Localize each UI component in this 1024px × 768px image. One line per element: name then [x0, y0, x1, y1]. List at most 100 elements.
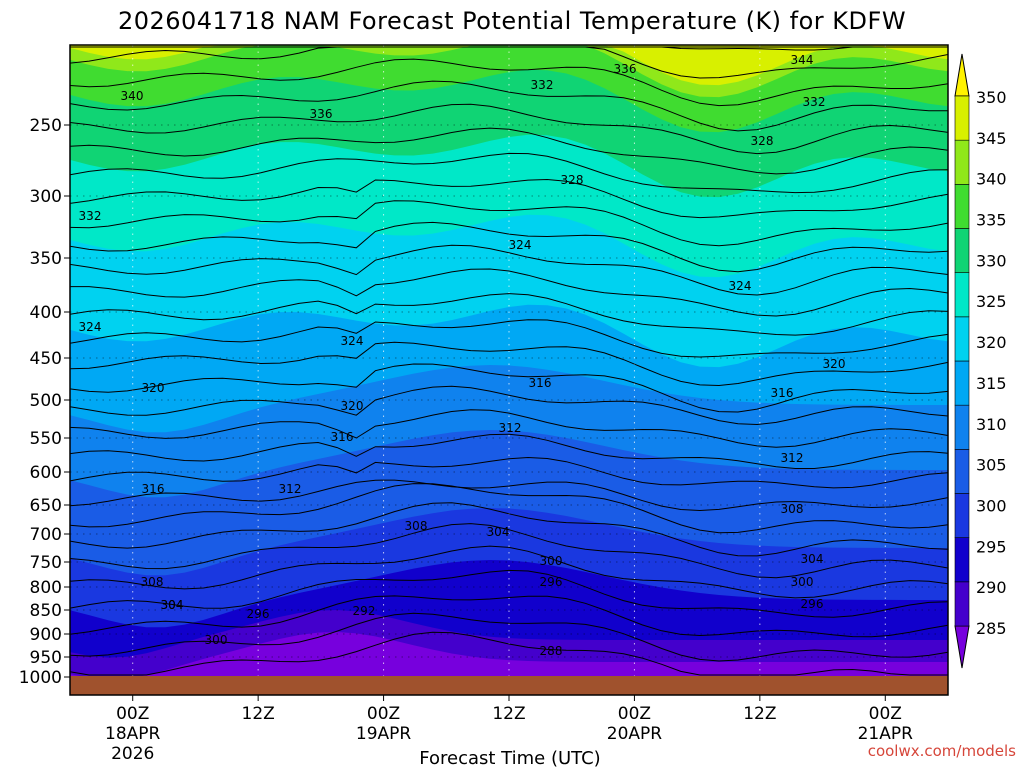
x-axis-label: Forecast Time (UTC) — [419, 748, 600, 768]
contour-line — [70, 244, 948, 296]
y-tick-label: 700 — [30, 525, 62, 545]
contour-line — [70, 612, 948, 662]
contour-label: 304 — [161, 598, 184, 612]
contour-line — [70, 483, 948, 534]
contour-label: 328 — [561, 173, 584, 187]
contour-label: 296 — [540, 575, 563, 589]
colorbar-label: 305 — [976, 456, 1007, 475]
colorbar-swatch — [954, 95, 970, 141]
contour-label: 320 — [341, 399, 364, 413]
y-tick-label: 500 — [30, 391, 62, 411]
contour-line — [70, 293, 948, 336]
contour-label: 300 — [205, 633, 228, 647]
y-tick-label: 400 — [30, 303, 62, 323]
contour-label: 324 — [509, 238, 532, 252]
colorbar-swatch — [954, 316, 970, 362]
y-tick-label: 750 — [30, 553, 62, 573]
colorbar-swatch — [954, 184, 970, 229]
colorbar-label: 325 — [976, 292, 1007, 311]
contour-label: 308 — [405, 519, 428, 533]
colorbar-swatch — [954, 139, 970, 185]
y-tick-label: 800 — [30, 578, 62, 598]
ground-surface — [70, 676, 948, 695]
colorbar-bottom-arrow — [954, 625, 970, 669]
x-tick-label: 20APR — [607, 724, 663, 744]
contour-label: 296 — [801, 597, 824, 611]
contour-lines — [70, 46, 948, 676]
contour-label: 296 — [247, 607, 270, 621]
contour-label: 300 — [540, 554, 563, 568]
y-tick-label: 650 — [30, 496, 62, 516]
contour-line — [70, 341, 948, 387]
contour-line — [70, 221, 948, 273]
colorbar-swatch — [954, 581, 970, 627]
contour-label: 332 — [803, 95, 826, 109]
contour-label: 332 — [531, 78, 554, 92]
contour-line — [70, 58, 948, 107]
colorbar-label: 345 — [976, 129, 1007, 148]
colorbar-label: 340 — [976, 170, 1007, 189]
x-tick-label: 2026 — [111, 744, 154, 764]
colorbar-label: 300 — [976, 496, 1007, 515]
contour-label: 344 — [791, 53, 814, 67]
contour-line — [70, 152, 948, 194]
y-tick-label: 350 — [30, 249, 62, 269]
colorbar-label: 350 — [976, 88, 1007, 107]
x-tick-label: 21APR — [858, 724, 914, 744]
contour-label: 304 — [161, 598, 184, 612]
contour-label: 308 — [141, 575, 164, 589]
x-tick-label: 18APR — [105, 724, 161, 744]
contour-label: 336 — [614, 62, 637, 76]
contour-label: 304 — [801, 552, 824, 566]
colorbar-label: 295 — [976, 537, 1007, 556]
contour-label: 312 — [499, 421, 522, 435]
contour-label: 316 — [142, 482, 165, 496]
contour-label: 316 — [771, 386, 794, 400]
colorbar-swatch — [954, 449, 970, 494]
contour-label: 340 — [121, 89, 144, 103]
colorbar-swatch — [954, 272, 970, 318]
y-tick-label: 550 — [30, 429, 62, 449]
y-tick-label: 950 — [30, 648, 62, 668]
colorbar-label: 290 — [976, 578, 1007, 597]
x-tick-label: 00Z — [618, 704, 651, 724]
y-tick-label: 600 — [30, 463, 62, 483]
contour-line — [70, 103, 948, 155]
contour-line — [70, 178, 948, 219]
contour-label: 332 — [79, 209, 102, 223]
y-tick-label: 850 — [30, 601, 62, 621]
contour-line — [70, 200, 948, 247]
colorbar-label: 330 — [976, 251, 1007, 270]
contour-line — [70, 127, 948, 175]
x-tick-label: 00Z — [869, 704, 902, 724]
contour-label: 308 — [781, 502, 804, 516]
contour-label: 312 — [781, 451, 804, 465]
contour-line — [70, 595, 948, 638]
credit-text: coolwx.com/models — [868, 742, 1016, 760]
chart-title: 2026041718 NAM Forecast Potential Temper… — [118, 7, 906, 35]
contour-label: 324 — [341, 334, 364, 348]
contour-label: 312 — [279, 482, 302, 496]
y-tick-label: 1000 — [19, 668, 62, 688]
contour-line — [70, 385, 948, 426]
contour-line — [70, 631, 948, 676]
contour-line — [70, 409, 948, 448]
colorbar-top-arrow — [954, 53, 970, 97]
colorbar-label: 315 — [976, 374, 1007, 393]
x-tick-label: 12Z — [492, 704, 525, 724]
contour-label: 292 — [353, 604, 376, 618]
contour-label: 324 — [729, 279, 752, 293]
contour-line — [70, 433, 948, 469]
colorbar: 285 290 295 300 305 310 315 320 325 330 335 340 345 3… — [954, 53, 1007, 669]
grid-lines — [70, 45, 948, 695]
plot-area — [70, 45, 948, 695]
contour-line — [70, 479, 948, 512]
x-tick-label: 12Z — [242, 704, 275, 724]
colorbar-label: 310 — [976, 415, 1007, 434]
y-tick-label: 250 — [30, 116, 62, 136]
colorbar-swatch — [954, 404, 970, 450]
y-tick-label: 300 — [30, 187, 62, 207]
contour-line — [70, 80, 948, 132]
